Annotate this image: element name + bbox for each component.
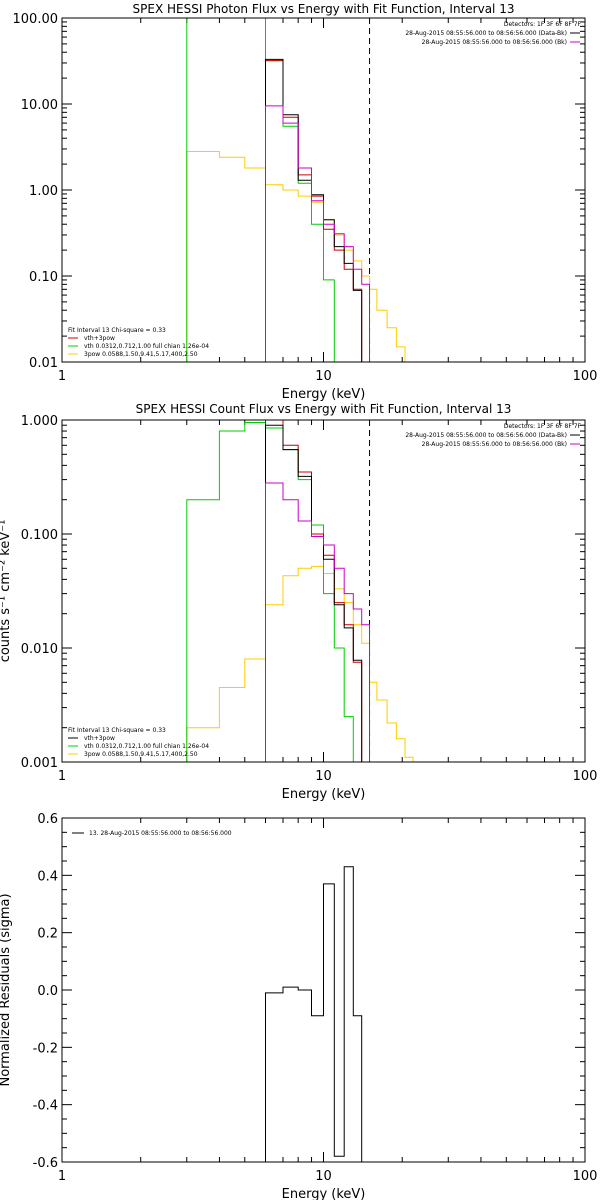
plot-frame bbox=[61, 419, 586, 763]
detectors-label: Detectors: 1F 3F 6F 8F 7F bbox=[504, 21, 582, 28]
x-tick-label: 1 bbox=[58, 769, 66, 784]
y-tick-label: 0.001 bbox=[21, 756, 58, 771]
y-tick-label: 0.6 bbox=[37, 812, 58, 827]
step-series-0 bbox=[265, 866, 370, 1162]
x-tick-label: 10 bbox=[315, 1169, 332, 1184]
time-range-label: 28-Aug-2015 08:55:56.000 to 08:56:56.000… bbox=[405, 432, 567, 439]
fit-legend-entry: 3pow 0.0588,1.50,9.41,5.17,400,2.50 bbox=[84, 751, 198, 758]
step-series-3 bbox=[265, 58, 370, 362]
fit-legend-entry: vth+3pow bbox=[84, 735, 115, 742]
step-series-1 bbox=[186, 18, 345, 362]
time-range-label: 28-Aug-2015 08:55:56.000 to 08:56:56.000… bbox=[422, 441, 567, 448]
fit-legend-header: Fit Interval 13 Chi-square = 0.33 bbox=[68, 327, 166, 334]
fit-legend-entry: vth+3pow bbox=[84, 335, 115, 342]
y-tick-label: 0.4 bbox=[37, 869, 58, 884]
residuals-panel: 1 10 100 -0.6 -0.4 -0.2 0.0 0.2 0.4 0.6 Energy (ke… bbox=[0, 812, 597, 1200]
step-series-2 bbox=[265, 420, 370, 762]
step-series-3 bbox=[265, 424, 370, 762]
y-axis-label: Normalized Residuals (sigma) bbox=[0, 893, 13, 1086]
detectors-label: Detectors: 1F 3F 6F 8F 7F bbox=[504, 423, 582, 430]
x-tick-label: 100 bbox=[573, 769, 598, 784]
y-axis-label: counts s⁻¹ cm⁻² keV⁻¹ bbox=[0, 520, 13, 663]
fit-legend-header: Fit Interval 13 Chi-square = 0.33 bbox=[68, 727, 166, 734]
step-series-0 bbox=[186, 565, 414, 762]
plot-frame bbox=[61, 817, 586, 1163]
y-tick-label: 1.00 bbox=[29, 184, 58, 199]
y-tick-label: 0.2 bbox=[37, 927, 58, 942]
y-tick-label: 0.0 bbox=[37, 984, 58, 999]
x-axis-label: Energy (keV) bbox=[282, 387, 366, 402]
y-tick-label: 0.01 bbox=[29, 356, 58, 371]
x-tick-label: 1 bbox=[58, 369, 66, 384]
x-axis-label: Energy (keV) bbox=[282, 1187, 366, 1200]
x-tick-label: 100 bbox=[573, 1169, 598, 1184]
x-tick-label: 10 bbox=[315, 769, 332, 784]
fit-legend-entry: vth 0.0312,0.712,1.00 full chian 1.26e-0… bbox=[84, 743, 209, 750]
fit-legend-entry: 3pow 0.0588,1.50,9.41,5.17,400,2.50 bbox=[84, 351, 198, 358]
y-tick-label: 100.00 bbox=[13, 12, 59, 27]
x-axis-label: Energy (keV) bbox=[282, 787, 366, 802]
y-tick-label: -0.6 bbox=[33, 1156, 58, 1171]
x-tick-label: 1 bbox=[58, 1169, 66, 1184]
plot-area bbox=[186, 420, 414, 762]
time-range-label: 28-Aug-2015 08:55:56.000 to 08:56:56.000… bbox=[405, 30, 567, 37]
residual-legend-entry: 13. 28-Aug-2015 08:55:56.000 to 08:56:56… bbox=[89, 830, 232, 837]
count-flux-panel: SPEX HESSI Count Flux vs Energy with Fit… bbox=[0, 402, 597, 802]
x-tick-label: 100 bbox=[573, 369, 598, 384]
fit-legend-entry: vth 0.0312,0.712,1.00 full chian 1.26e-0… bbox=[84, 343, 209, 350]
y-tick-label: 1.000 bbox=[21, 414, 58, 429]
plot-area bbox=[186, 18, 406, 362]
y-tick-label: -0.4 bbox=[33, 1099, 58, 1114]
step-series-4 bbox=[265, 105, 370, 362]
chart-title: SPEX HESSI Photon Flux vs Energy with Fi… bbox=[133, 2, 515, 16]
step-series-0 bbox=[186, 151, 406, 362]
time-range-label: 28-Aug-2015 08:55:56.000 to 08:56:56.000… bbox=[422, 39, 567, 46]
y-tick-label: -0.2 bbox=[33, 1041, 58, 1056]
step-series-1 bbox=[186, 422, 354, 762]
y-tick-label: 10.00 bbox=[21, 98, 58, 113]
y-tick-label: 0.10 bbox=[29, 270, 58, 285]
step-series-4 bbox=[265, 482, 370, 762]
photon-flux-panel: SPEX HESSI Photon Flux vs Energy with Fi… bbox=[13, 2, 598, 402]
plot-frame bbox=[61, 17, 586, 363]
x-tick-label: 10 bbox=[315, 369, 332, 384]
chart-title: SPEX HESSI Count Flux vs Energy with Fit… bbox=[136, 402, 512, 416]
y-tick-label: 0.100 bbox=[21, 528, 58, 543]
y-tick-label: 0.010 bbox=[21, 642, 58, 657]
plot-area bbox=[265, 866, 370, 1162]
